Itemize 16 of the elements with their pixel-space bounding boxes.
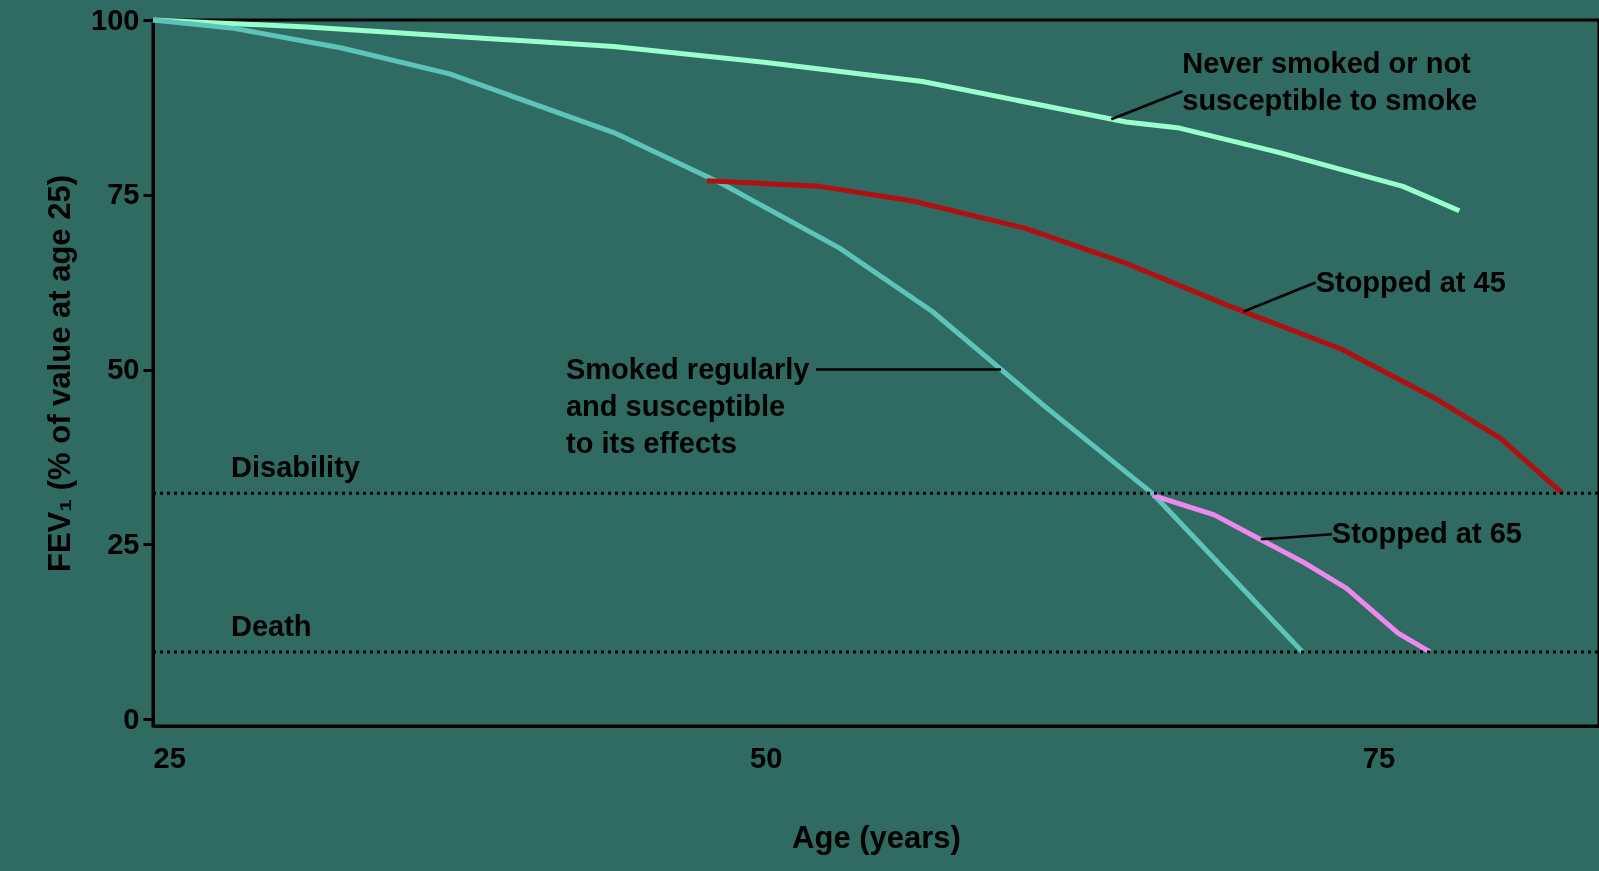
x-tick-label: 75	[1362, 741, 1396, 774]
ref-line-label: Death	[231, 609, 312, 642]
y-tick-label: 75	[107, 178, 140, 211]
y-tick-label: 100	[91, 3, 140, 36]
y-axis-title: FEV₁ (% of value at age 25)	[42, 175, 78, 572]
annotation: Stopped at 65	[1331, 517, 1522, 550]
x-tick-label: 50	[750, 741, 783, 774]
x-tick-label: 25	[153, 741, 186, 774]
x-axis-title: Age (years)	[792, 819, 961, 855]
annotation: Smoked regularly and susceptible to its effects	[565, 352, 810, 459]
ref-line-label: Disability	[231, 451, 360, 484]
y-tick-label: 25	[107, 527, 140, 560]
y-tick-label: 0	[123, 702, 140, 735]
annotation: Never smoked or not susceptible to smoke	[1182, 47, 1478, 117]
annotation: Stopped at 45	[1315, 266, 1506, 299]
y-tick-label: 50	[107, 353, 140, 385]
